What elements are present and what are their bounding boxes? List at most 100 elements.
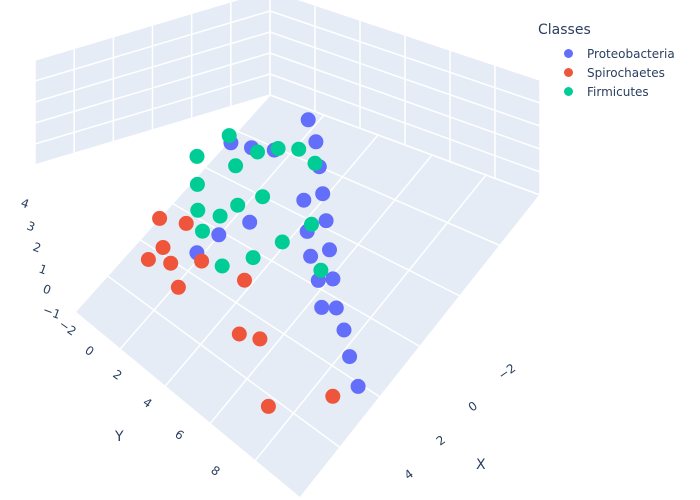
legend-marker-firmicutes [564,87,573,96]
firmicutes-point [307,155,323,171]
y-tick-label: −2 [56,317,79,339]
firmicutes-point [250,144,265,160]
firmicutes-point [270,141,286,156]
x-tick-label: −2 [496,361,519,383]
z-tick-label: 1 [37,262,49,278]
floor-grid-line [172,202,421,348]
firmicutes-point [221,128,237,144]
spirochaetes-point [260,398,276,414]
wall-grid-line [269,10,541,104]
floor-plane [75,95,540,498]
firmicutes-point [230,197,246,213]
wall-grid-line [297,0,541,81]
floor-grid-line [139,239,381,398]
firmicutes-point [313,262,329,278]
firmicutes-point [212,208,228,224]
proteobacteria-point [303,248,319,264]
x-tick-label: 2 [434,433,448,449]
data-markers [140,112,366,414]
spirochaetes-point [140,252,156,267]
grid-lines [34,0,541,499]
spirochaetes-point [325,388,341,404]
legend-item-spirochaetes[interactable]: Spirochaetes [564,63,675,82]
floor-grid-line [299,194,541,499]
floor-grid-line [209,154,433,425]
wall-grid-line [34,0,240,61]
y-tick-label: 2 [110,367,124,383]
spirochaetes-point [237,272,252,288]
wall-grid-line [34,31,271,103]
x-tick-label: 0 [466,399,480,415]
firmicutes-point [214,258,230,274]
floor-grid-line [74,94,271,313]
firmicutes-point [245,250,261,266]
x-tick-label: 4 [402,467,416,483]
legend-item-proteobacteria[interactable]: Proteobacteria [564,44,675,63]
proteobacteria-point [322,242,337,258]
firmicutes-point [195,223,210,239]
wall-grid-line [269,73,541,173]
legend-label-proteobacteria: Proteobacteria [587,46,675,61]
legend-title: Classes [538,22,591,38]
legend-label-spirochaetes: Spirochaetes [587,65,665,80]
proteobacteria-point [314,299,330,315]
legend-label-firmicutes: Firmicutes [587,84,649,99]
legend: Classes Proteobacteria Spirochaetes Firm… [538,22,675,101]
proteobacteria-point [300,112,316,128]
wall-grid-line [269,31,541,127]
spirochaetes-point [178,215,194,231]
z-tick-label: −1 [41,303,62,322]
firmicutes-point [228,158,244,174]
y-tick-label: 8 [208,463,222,479]
firmicutes-point [291,141,307,157]
legend-marker-proteobacteria [564,49,573,58]
scene-floor-group [75,95,540,498]
x-axis: −2 0 2 4 X [402,361,519,483]
spirochaetes-point [194,253,210,269]
proteobacteria-point [325,271,341,287]
z-tick-label: 2 [31,240,43,256]
wall-grid-line [269,52,541,150]
proteobacteria-point [328,300,344,316]
wall-grid-line [34,73,271,145]
y-tick-label: 0 [82,343,96,359]
firmicutes-point [189,148,205,164]
legend-item-firmicutes[interactable]: Firmicutes [564,82,675,101]
y-axis-title: Y [114,429,124,445]
y-tick-label: 6 [172,427,186,443]
z-axis: −1 0 1 2 3 4 [19,196,62,322]
firmicutes-point [304,216,319,232]
proteobacteria-point [350,378,366,394]
spirochaetes-point [252,331,268,347]
floor-grid-line [164,134,379,387]
proteobacteria-point [211,227,227,243]
firmicutes-point [274,234,290,250]
proteobacteria-point [296,192,312,208]
z-tick-label: 0 [41,282,53,298]
floor-grid-line [107,275,341,449]
wall-grid-line [34,52,271,124]
floor-grid-line [204,166,461,297]
floor-grid-line [74,311,301,499]
spirochaetes-point [152,210,168,226]
proteobacteria-point [242,214,258,230]
proteobacteria-point [318,213,334,229]
proteobacteria-point [308,134,324,150]
firmicutes-point [190,202,206,218]
firmicutes-point [255,189,271,205]
proteobacteria-point [342,349,358,365]
spirochaetes-point [170,279,186,295]
firmicutes-point [189,176,205,192]
spirochaetes-point [231,326,247,342]
spirochaetes-point [155,240,171,255]
floor-grid-line [254,174,487,462]
legend-marker-spirochaetes [564,68,573,77]
spirochaetes-point [163,255,179,271]
x-axis-title: X [476,457,486,473]
proteobacteria-point [336,322,352,338]
z-tick-label: 3 [25,219,37,235]
z-tick-label: 4 [19,196,31,212]
wall-grid-line [269,94,541,196]
wall-grid-line [34,10,271,82]
